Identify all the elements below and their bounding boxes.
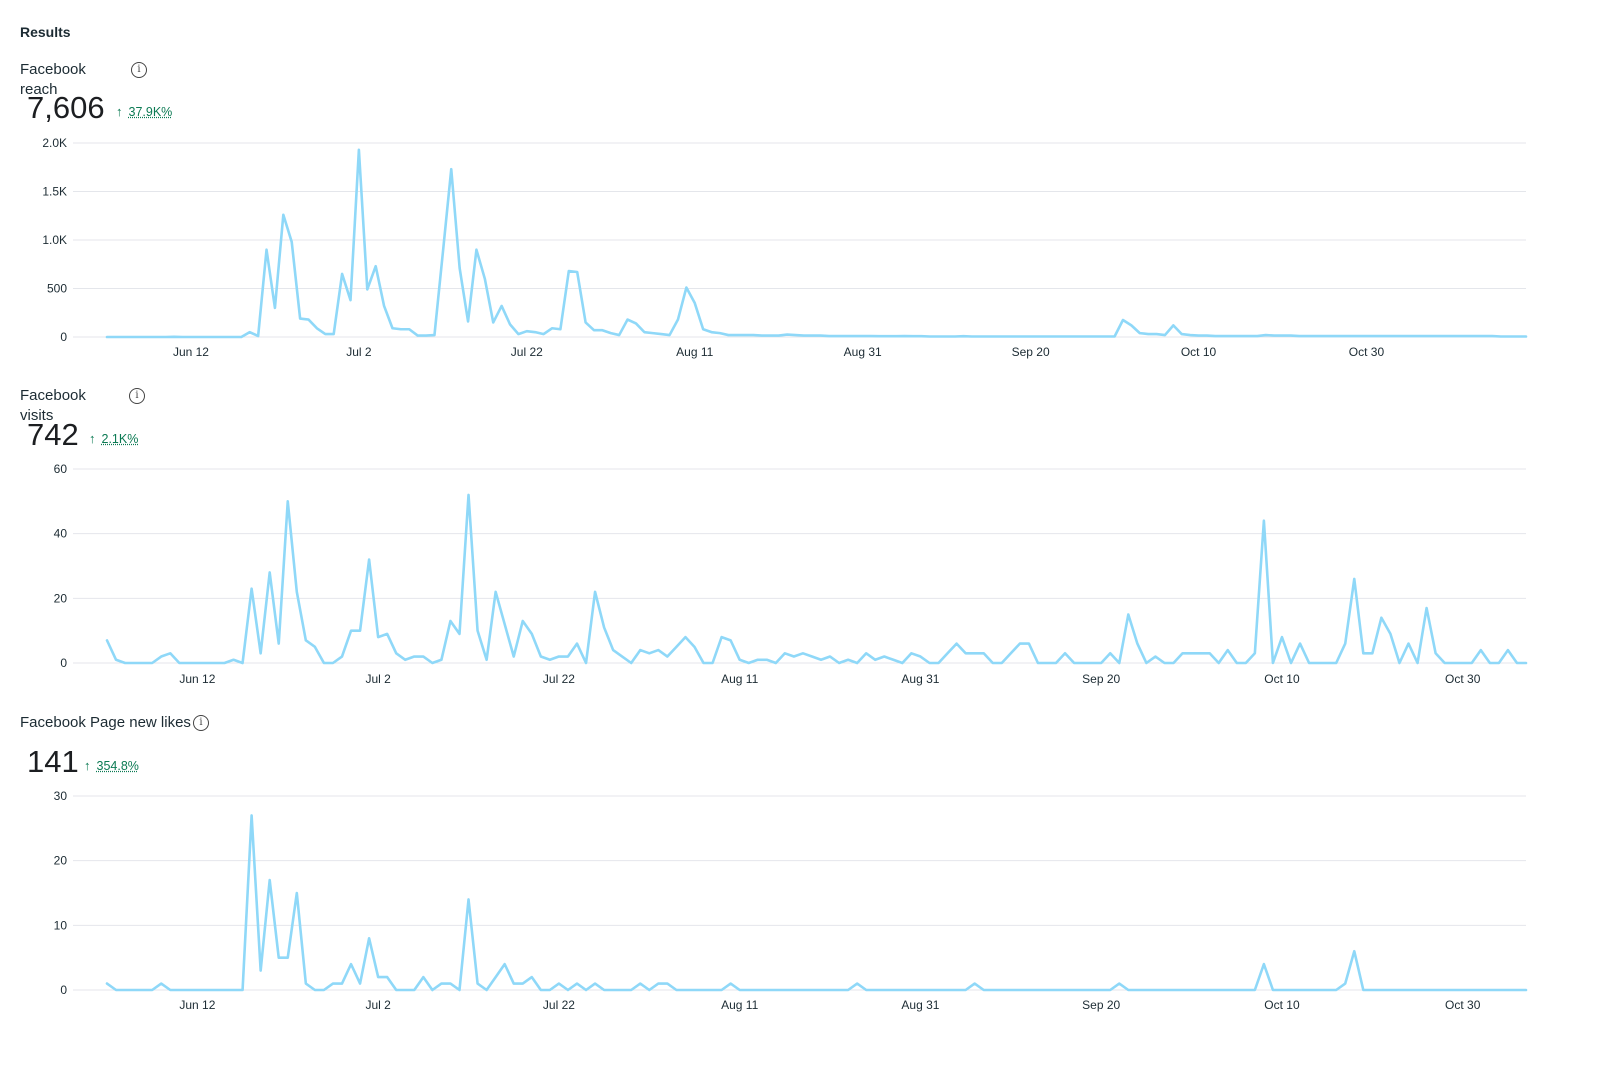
visits-chart[interactable]: 0 20 40 60 Jun 12 Jul 2 Jul 22 Aug 11 Aug 31 Sep … xyxy=(0,0,1607,700)
y-tick-label: 500 xyxy=(47,282,67,296)
x-tick-label: Sep 20 xyxy=(1082,998,1120,1012)
info-icon[interactable]: i xyxy=(193,715,209,731)
x-tick-label: Sep 20 xyxy=(1012,345,1050,359)
info-icon[interactable]: i xyxy=(131,62,147,78)
arrow-up-icon: ↑ xyxy=(89,431,96,446)
x-tick-label: Jul 2 xyxy=(365,672,391,686)
x-tick-label: Jul 22 xyxy=(543,672,575,686)
delta-percent[interactable]: 37.9K% xyxy=(128,104,173,119)
x-tick-label: Oct 30 xyxy=(1349,345,1385,359)
x-tick-label: Jul 22 xyxy=(511,345,543,359)
x-tick-label: Jun 12 xyxy=(179,672,215,686)
y-tick-label: 1.5K xyxy=(42,185,67,199)
x-tick-label: Oct 30 xyxy=(1445,998,1481,1012)
x-tick-label: Jun 12 xyxy=(173,345,209,359)
y-tick-label: 30 xyxy=(54,789,68,803)
x-tick-label: Sep 20 xyxy=(1082,672,1120,686)
metric-label: Facebook visits xyxy=(20,387,86,424)
new-likes-chart[interactable]: 0 10 20 30 Jun 12 Jul 2 Jul 22 Aug 11 Aug 31 Sep … xyxy=(0,0,1607,1020)
series-line[interactable] xyxy=(105,493,1528,665)
y-tick-label: 1.0K xyxy=(42,233,67,247)
x-tick-label: Aug 11 xyxy=(676,345,713,359)
x-tick-label: Oct 10 xyxy=(1264,672,1300,686)
y-tick-label: 20 xyxy=(54,854,68,868)
y-tick-label: 0 xyxy=(60,330,67,344)
info-icon[interactable]: i xyxy=(129,388,145,404)
x-tick-label: Aug 31 xyxy=(844,345,882,359)
metric-label: Facebook Page new likes xyxy=(20,714,191,731)
y-tick-label: 20 xyxy=(54,591,68,605)
metric-delta: ↑ 37.9K% xyxy=(116,104,172,119)
x-tick-label: Jul 2 xyxy=(346,345,372,359)
y-tick-label: 0 xyxy=(60,983,67,997)
metric-value: 742 xyxy=(27,417,79,452)
x-tick-label: Jul 22 xyxy=(543,998,575,1012)
y-tick-label: 2.0K xyxy=(42,136,67,150)
x-tick-label: Oct 30 xyxy=(1445,672,1481,686)
y-tick-label: 60 xyxy=(54,462,68,476)
results-heading: Results xyxy=(20,24,71,40)
x-tick-label: Jul 2 xyxy=(365,998,391,1012)
x-tick-label: Jun 12 xyxy=(179,998,215,1012)
metric-delta: ↑ 2.1K% xyxy=(89,431,138,446)
y-tick-label: 0 xyxy=(60,656,67,670)
series-line[interactable] xyxy=(105,148,1528,339)
metric-delta: ↑ 354.8% xyxy=(84,758,139,773)
x-tick-label: Oct 10 xyxy=(1264,998,1300,1012)
x-tick-label: Aug 31 xyxy=(901,672,939,686)
metric-value: 7,606 xyxy=(27,90,105,125)
reach-chart[interactable]: 0 500 1.0K 1.5K 2.0K Jun 12 Jul 2 Jul 22 Aug 11 A… xyxy=(0,0,1607,359)
y-tick-label: 10 xyxy=(54,918,68,932)
delta-percent[interactable]: 354.8% xyxy=(96,758,139,773)
arrow-up-icon: ↑ xyxy=(84,758,91,773)
metric-value: 141 xyxy=(27,744,79,779)
delta-percent[interactable]: 2.1K% xyxy=(101,431,139,446)
metric-label: Facebook reach xyxy=(20,61,86,98)
x-tick-label: Oct 10 xyxy=(1181,345,1217,359)
x-tick-label: Aug 31 xyxy=(901,998,939,1012)
y-tick-label: 40 xyxy=(54,527,68,541)
series-line[interactable] xyxy=(105,814,1528,992)
arrow-up-icon: ↑ xyxy=(116,104,123,119)
x-tick-label: Aug 11 xyxy=(721,672,758,686)
x-tick-label: Aug 11 xyxy=(721,998,758,1012)
